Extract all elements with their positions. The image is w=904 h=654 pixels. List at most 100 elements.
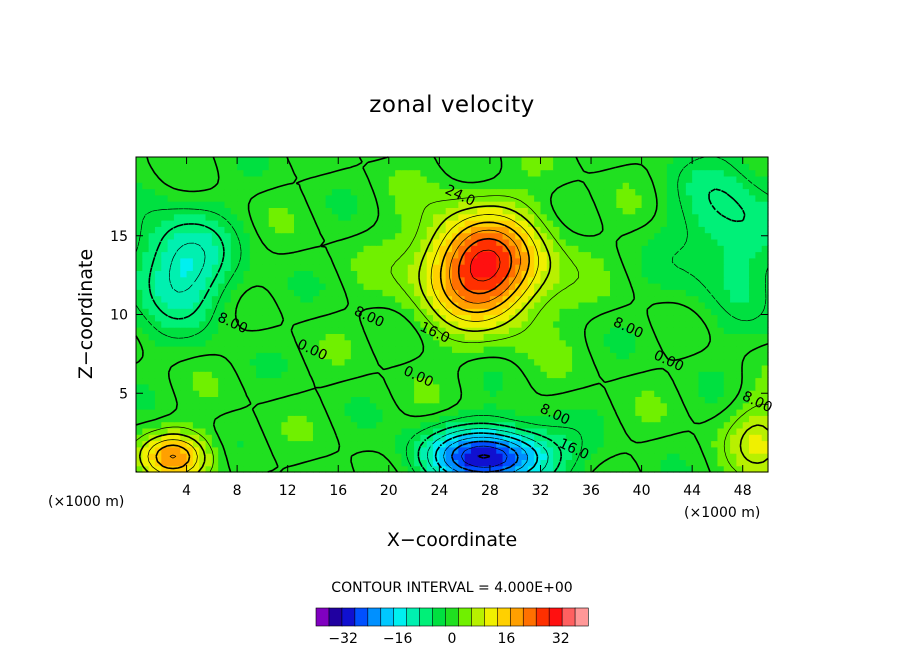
field-cell — [312, 226, 320, 234]
field-cell — [660, 377, 668, 385]
field-cell — [666, 434, 674, 442]
field-cell — [161, 320, 169, 328]
field-cell — [458, 440, 466, 448]
field-cell — [407, 459, 415, 467]
field-cell — [420, 364, 428, 372]
field-cell — [199, 213, 207, 221]
field-cell — [167, 207, 175, 215]
field-cell — [230, 352, 238, 360]
field-cell — [243, 453, 251, 460]
field-cell — [584, 402, 592, 410]
field-cell — [546, 402, 554, 410]
field-cell — [426, 364, 434, 372]
field-cell — [458, 188, 466, 196]
field-cell — [622, 415, 630, 423]
field-cell — [173, 220, 181, 227]
field-cell — [237, 465, 245, 473]
field-cell — [755, 264, 763, 271]
field-cell — [628, 333, 636, 341]
field-cell — [401, 169, 409, 177]
field-cell — [628, 390, 636, 397]
field-cell — [565, 308, 573, 316]
field-cell — [628, 427, 636, 435]
field-cell — [502, 289, 510, 297]
field-cell — [136, 289, 143, 297]
field-cell — [180, 383, 188, 391]
field-cell — [559, 446, 567, 454]
field-cell — [180, 339, 188, 347]
field-cell — [534, 301, 542, 309]
field-cell — [616, 295, 624, 303]
field-cell — [401, 333, 409, 341]
field-cell — [578, 245, 586, 253]
field-cell — [180, 251, 188, 259]
field-cell — [635, 377, 643, 385]
field-cell — [704, 434, 712, 442]
field-cell — [470, 346, 478, 353]
field-cell — [660, 402, 668, 410]
field-cell — [268, 251, 276, 259]
field-cell — [256, 459, 263, 467]
field-cell — [698, 201, 706, 208]
field-cell — [603, 352, 611, 360]
field-cell — [205, 226, 213, 234]
field-cell — [414, 427, 421, 435]
field-cell — [357, 276, 365, 284]
field-cell — [256, 169, 263, 177]
field-cell — [666, 283, 674, 290]
field-cell — [452, 377, 459, 385]
field-cell — [647, 427, 655, 435]
field-cell — [458, 371, 466, 379]
field-cell — [711, 327, 719, 334]
field-cell — [401, 220, 409, 227]
field-cell — [237, 446, 245, 454]
field-cell — [136, 327, 143, 334]
field-cell — [363, 301, 371, 309]
field-cell — [344, 257, 352, 265]
field-cell — [483, 352, 491, 360]
field-cell — [508, 459, 516, 467]
field-cell — [230, 314, 238, 322]
field-cell — [426, 339, 434, 347]
field-cell — [496, 371, 504, 379]
field-cell — [312, 163, 320, 171]
field-cell — [452, 333, 459, 341]
field-cell — [306, 257, 314, 265]
field-cell — [527, 283, 535, 290]
field-cell — [186, 238, 194, 246]
field-cell — [641, 289, 649, 297]
field-cell — [534, 226, 542, 234]
field-cell — [527, 314, 535, 322]
field-cell — [306, 434, 314, 442]
field-cell — [704, 415, 712, 423]
field-cell — [230, 220, 238, 227]
field-cell — [376, 346, 384, 353]
field-cell — [565, 238, 573, 246]
field-cell — [325, 434, 333, 442]
field-cell — [300, 169, 308, 177]
field-cell — [654, 194, 662, 202]
field-cell — [635, 339, 643, 347]
field-cell — [654, 339, 662, 347]
field-cell — [180, 295, 188, 303]
field-cell — [369, 314, 377, 322]
field-cell — [603, 409, 611, 416]
field-cell — [167, 390, 175, 397]
field-cell — [628, 352, 636, 360]
field-cell — [312, 188, 320, 196]
plot-area: 24.016.08.008.000.000.008.0016.08.000.00… — [135, 156, 775, 473]
field-cell — [730, 327, 737, 334]
field-cell — [521, 314, 529, 322]
field-cell — [382, 188, 390, 196]
field-cell — [578, 383, 586, 391]
field-cell — [445, 327, 453, 334]
field-cell — [376, 339, 384, 347]
field-cell — [167, 377, 175, 385]
field-cell — [679, 270, 687, 278]
field-cell — [395, 257, 403, 265]
field-cell — [224, 163, 232, 171]
field-cell — [692, 409, 700, 416]
field-cell — [439, 157, 447, 164]
field-cell — [477, 346, 485, 353]
field-cell — [742, 182, 750, 190]
